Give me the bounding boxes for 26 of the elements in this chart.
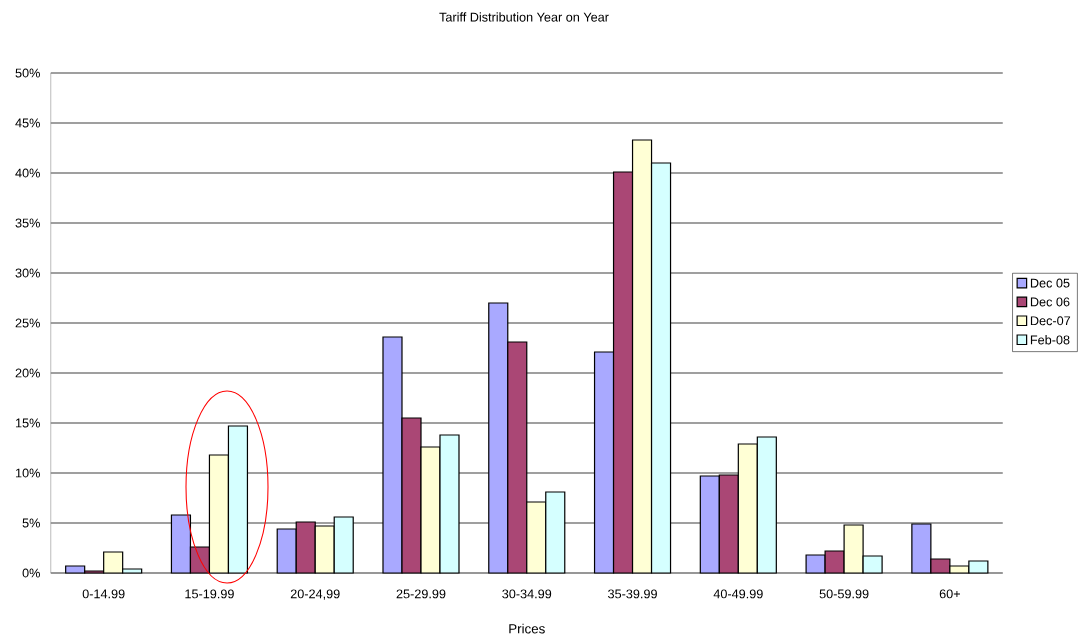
y-tick-label: 30% [15, 268, 40, 278]
x-tick-label: 40-49.99 [713, 589, 763, 599]
y-tick-label: 35% [15, 218, 40, 228]
y-tick-label: 40% [15, 168, 40, 178]
y-tick-label: 45% [15, 118, 40, 128]
legend-label: Feb-08 [1030, 335, 1070, 345]
x-axis-title: Prices [509, 623, 545, 634]
x-tick-label: 25-29.99 [396, 589, 446, 599]
x-tick-label: 20-24,99 [290, 589, 340, 600]
x-tick-label: 35-39.99 [608, 589, 657, 599]
y-tick-label: 0% [22, 568, 40, 578]
y-tick-label: 15% [15, 418, 40, 428]
y-tick-label: 5% [22, 518, 40, 528]
y-tick-label: 25% [15, 318, 40, 328]
x-tick-label: 15-19.99 [185, 589, 234, 599]
y-tick-label: 20% [15, 368, 40, 378]
x-tick-label: 60+ [939, 589, 960, 599]
x-tick-label: 50-59.99 [819, 589, 869, 599]
legend-label: Dec-07 [1030, 316, 1071, 326]
x-tick-label: 30-34.99 [502, 589, 552, 599]
x-tick-label: 0-14.99 [82, 589, 125, 599]
y-tick-label: 50% [15, 68, 40, 78]
legend-label: Dec 06 [1030, 297, 1070, 307]
y-tick-label: 10% [15, 468, 40, 478]
chart-title: Tariff Distribution Year on Year [439, 12, 609, 22]
legend-label: Dec 05 [1030, 278, 1070, 288]
